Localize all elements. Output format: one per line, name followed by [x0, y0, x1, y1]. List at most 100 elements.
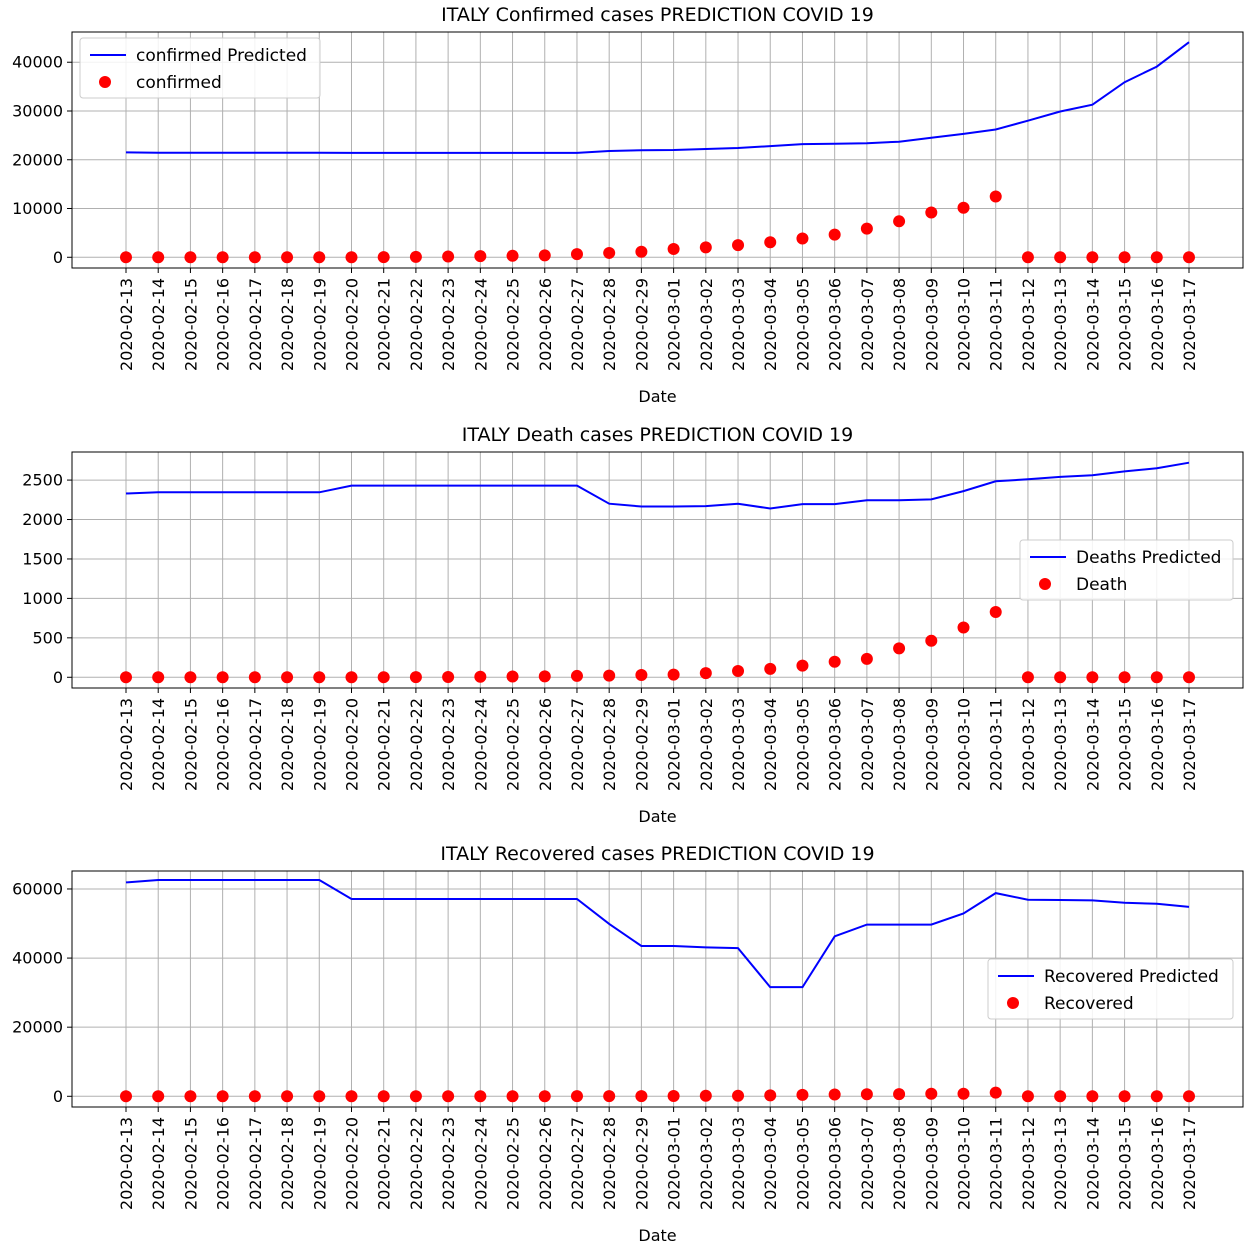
- data-point: [345, 1090, 358, 1103]
- x-tick-label: 2020-03-17: [1180, 1117, 1199, 1210]
- data-point: [216, 671, 229, 684]
- x-tick-label: 2020-02-29: [632, 278, 651, 371]
- data-point: [570, 1090, 583, 1103]
- x-tick-label: 2020-03-04: [761, 698, 780, 791]
- x-tick-label: 2020-03-01: [665, 1117, 684, 1210]
- x-tick-label: 2020-02-29: [632, 698, 651, 791]
- data-point: [1150, 671, 1163, 684]
- x-tick-label: 2020-03-14: [1083, 278, 1102, 371]
- x-tick-label: 2020-02-21: [375, 278, 394, 371]
- data-point: [925, 634, 938, 647]
- x-tick-label: 2020-03-08: [890, 278, 909, 371]
- axes-frame: [71, 870, 1244, 1108]
- series-line-0: [125, 879, 1190, 989]
- x-tick-label: 2020-02-26: [536, 278, 555, 371]
- data-point: [989, 190, 1002, 203]
- data-point: [184, 671, 197, 684]
- x-tick-label: 2020-03-12: [1019, 698, 1038, 791]
- x-axis-label: Date: [638, 807, 676, 826]
- data-point: [377, 1090, 390, 1103]
- x-tick-label: 2020-03-02: [697, 698, 716, 791]
- data-point: [313, 251, 326, 264]
- x-tick-label: 2020-03-03: [729, 698, 748, 791]
- x-tick-label: 2020-03-12: [1019, 1117, 1038, 1210]
- x-tick-label: 2020-03-16: [1148, 278, 1167, 371]
- axes-frame: [71, 451, 1244, 689]
- x-tick-label: 2020-03-11: [987, 278, 1006, 371]
- x-tick-label: 2020-02-17: [246, 698, 265, 791]
- data-point: [345, 671, 358, 684]
- data-point: [248, 671, 261, 684]
- data-point: [377, 251, 390, 264]
- x-tick-label: 2020-03-02: [697, 278, 716, 371]
- data-point: [538, 249, 551, 262]
- x-tick-label: 2020-02-15: [181, 278, 200, 371]
- data-point: [1150, 251, 1163, 264]
- series-line-0: [125, 41, 1190, 154]
- data-point: [1086, 1090, 1099, 1103]
- x-tick-label: 2020-02-14: [149, 1117, 168, 1210]
- data-point: [442, 1090, 455, 1103]
- data-point: [925, 206, 938, 219]
- data-point: [764, 1089, 777, 1102]
- x-tick-label: 2020-03-05: [794, 1117, 813, 1210]
- legend: Recovered Predicted Recovered: [987, 958, 1234, 1020]
- x-tick-label: 2020-03-11: [987, 1117, 1006, 1210]
- x-tick-label: 2020-03-14: [1083, 698, 1102, 791]
- legend: confirmed Predicted confirmed: [79, 37, 321, 99]
- x-tick-label: 2020-02-27: [568, 1117, 587, 1210]
- x-tick-label: 2020-02-16: [214, 1117, 233, 1210]
- x-tick-label: 2020-02-20: [343, 278, 362, 371]
- data-point: [313, 671, 326, 684]
- data-point: [281, 251, 294, 264]
- legend-label: Death: [1076, 575, 1127, 595]
- y-tick-label: 40000: [12, 53, 63, 72]
- x-tick-label: 2020-03-03: [729, 278, 748, 371]
- data-point: [796, 659, 809, 672]
- data-point: [1118, 1090, 1131, 1103]
- data-point: [120, 1090, 132, 1103]
- legend-marker-swatch: [1039, 578, 1051, 590]
- data-point: [635, 668, 648, 681]
- data-point: [1086, 671, 1099, 684]
- data-point: [216, 251, 229, 264]
- x-tick-label: 2020-02-26: [536, 698, 555, 791]
- x-tick-label: 2020-03-09: [922, 698, 941, 791]
- x-tick-label: 2020-02-13: [117, 1117, 136, 1210]
- data-point: [1150, 1090, 1163, 1103]
- x-axis-label: Date: [638, 1226, 676, 1245]
- legend-marker-swatch: [1007, 997, 1019, 1009]
- data-point: [699, 241, 712, 254]
- x-tick-label: 2020-02-17: [246, 1117, 265, 1210]
- x-tick-label: 2020-03-15: [1116, 1117, 1135, 1210]
- chart-panel-2: 0 500 1000 1500 2000 2500 2020-02-13 2020-02-14…: [22, 424, 1244, 826]
- data-point: [989, 606, 1002, 619]
- data-point: [957, 1087, 970, 1100]
- x-tick-label: 2020-03-07: [858, 278, 877, 371]
- x-tick-label: 2020-02-28: [600, 278, 619, 371]
- x-tick-label: 2020-02-19: [310, 1117, 329, 1210]
- data-point: [1183, 671, 1195, 684]
- x-tick-label: 2020-03-13: [1051, 698, 1070, 791]
- x-tick-label: 2020-02-29: [632, 1117, 651, 1210]
- data-point: [1021, 671, 1034, 684]
- legend-box: [987, 958, 1234, 1020]
- data-point: [732, 239, 745, 252]
- data-point: [281, 671, 294, 684]
- data-point: [893, 642, 906, 655]
- x-tick-label: 2020-03-11: [987, 698, 1006, 791]
- y-tick-label: 60000: [12, 879, 63, 898]
- legend-box: [79, 37, 321, 99]
- data-point: [893, 1088, 906, 1101]
- axes-frame: [71, 31, 1244, 269]
- x-tick-label: 2020-02-17: [246, 278, 265, 371]
- data-point: [184, 251, 197, 264]
- x-tick-label: 2020-02-28: [600, 1117, 619, 1210]
- data-point: [248, 1090, 261, 1103]
- x-tick-label: 2020-03-09: [922, 278, 941, 371]
- y-tick-label: 0: [53, 668, 63, 687]
- chart-title: ITALY Death cases PREDICTION COVID 19: [462, 424, 853, 446]
- x-tick-label: 2020-02-16: [214, 698, 233, 791]
- legend: Deaths Predicted Death: [1019, 539, 1234, 601]
- y-tick-label: 30000: [12, 101, 63, 120]
